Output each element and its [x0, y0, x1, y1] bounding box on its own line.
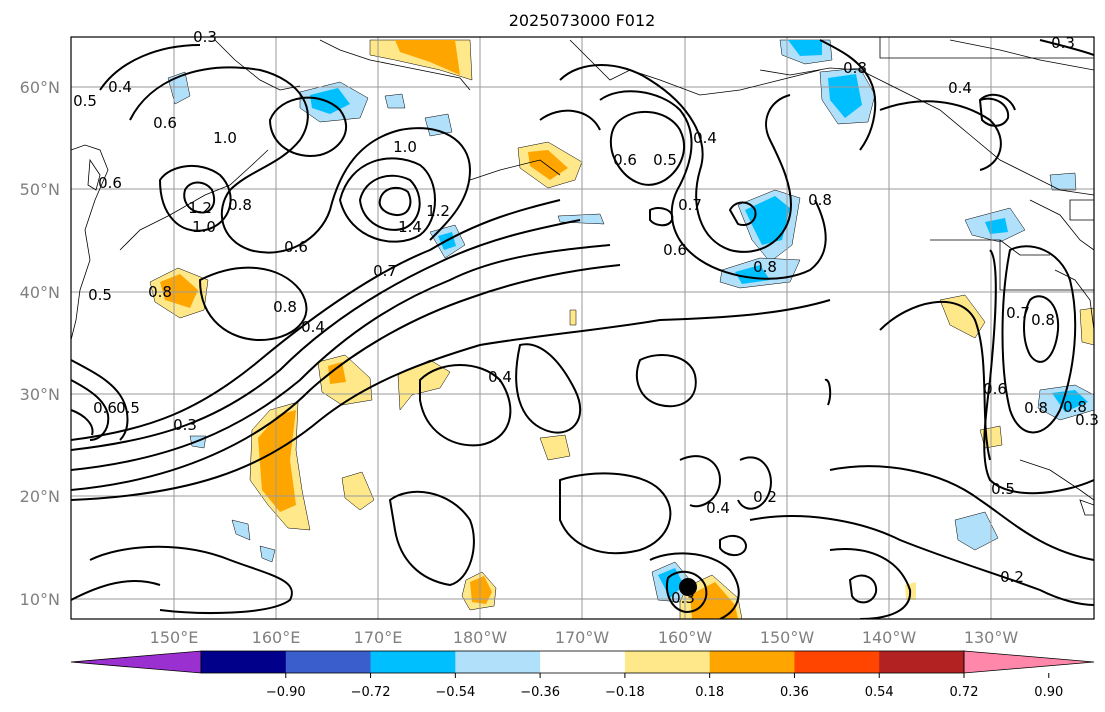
contour-label: 0.5 — [116, 399, 140, 417]
contour-label: 0.6 — [153, 114, 177, 132]
map-frame — [70, 36, 1095, 620]
coastlines — [71, 37, 1094, 516]
colorbar-tick-label: −0.72 — [351, 685, 391, 700]
lon-label: 180°W — [453, 628, 508, 647]
contour-label: 0.4 — [108, 78, 132, 96]
contour-label: 0.3 — [1075, 411, 1099, 429]
contour-label: 0.3 — [193, 28, 217, 46]
lon-label: 140°W — [862, 628, 917, 647]
colorbar-tick-label: 0.54 — [865, 685, 894, 700]
colorbar-segment — [455, 651, 541, 673]
contour-label: 0.8 — [1024, 399, 1048, 417]
colorbar-segment — [285, 651, 372, 673]
contour-label: 0.6 — [93, 399, 117, 417]
colorbar-segment — [370, 651, 456, 673]
colorbar-frame — [200, 650, 965, 674]
lon-label: 170°E — [354, 628, 403, 647]
colorbar-tick-label: 0.72 — [950, 685, 979, 700]
colorbar-extend-low — [70, 650, 202, 674]
colorbar-segment — [879, 651, 965, 673]
shaded-anomaly-fields — [149, 39, 1094, 619]
contour-label: 0.7 — [373, 262, 397, 280]
contour-label: 0.6 — [663, 241, 687, 259]
colorbar-tick-label: 0.18 — [695, 685, 724, 700]
contour-label: 0.3 — [173, 416, 197, 434]
colorbar: −0.90 −0.72 −0.54 −0.36 −0.18 0.18 0.36 0.54 0.7… — [70, 650, 1095, 700]
lat-label: 10°N — [20, 590, 60, 609]
contour-label: 0.5 — [991, 480, 1015, 498]
colorbar-segment — [709, 651, 795, 673]
contour-label: 1.2 — [188, 199, 212, 217]
contour-label: 0.2 — [1000, 568, 1024, 586]
contour-label: 0.7 — [678, 196, 702, 214]
colorbar-tick-label: −0.36 — [520, 685, 560, 700]
storm-center-marker — [679, 578, 697, 596]
contour-label: 0.8 — [228, 196, 252, 214]
colorbar-tick-label: −0.90 — [266, 685, 306, 700]
contour-label: 0.8 — [1063, 398, 1087, 416]
colorbar-tick-label: 0.36 — [780, 685, 809, 700]
contour-label: 0.4 — [706, 499, 730, 517]
contour-label: 0.2 — [753, 488, 777, 506]
lon-label: 160°E — [252, 628, 301, 647]
contour-label: 0.6 — [98, 174, 122, 192]
colorbar-extend-high — [963, 650, 1095, 674]
contour-label: 0.4 — [301, 318, 325, 336]
lon-label: 150°E — [150, 628, 199, 647]
contour-label: 0.4 — [488, 368, 512, 386]
contour-label: 0.7 — [1006, 304, 1030, 322]
contour-label: 0.8 — [273, 298, 297, 316]
contour-labels: 0.30.40.60.51.01.21.00.80.60.81.01.21.40… — [73, 28, 1099, 607]
colorbar-tick-label: −0.18 — [605, 685, 645, 700]
lon-label: 130°W — [964, 628, 1019, 647]
colorbar-tick-label: −0.54 — [435, 685, 475, 700]
contour-label: 0.4 — [693, 129, 717, 147]
colorbar-segment — [624, 651, 711, 673]
colorbar-segment — [201, 651, 287, 673]
lon-label: 160°W — [658, 628, 713, 647]
contour-label: 0.4 — [948, 79, 972, 97]
contour-label: 0.8 — [843, 59, 867, 77]
contour-label: 0.8 — [808, 191, 832, 209]
lat-label: 30°N — [20, 385, 60, 404]
contour-label: 0.5 — [653, 151, 677, 169]
map-gridlines — [71, 37, 1094, 619]
contour-label: 0.5 — [88, 286, 112, 304]
contour-label: 0.6 — [983, 380, 1007, 398]
contour-lines — [71, 39, 1094, 619]
contour-label: 1.0 — [213, 129, 237, 147]
contour-label: 1.0 — [192, 218, 216, 236]
contour-label: 0.6 — [284, 238, 308, 256]
longitude-labels: 150°E 160°E 170°E 180°W 170°W 160°W 150°… — [150, 628, 1019, 647]
contour-label: 1.0 — [393, 138, 417, 156]
contour-label: 0.3 — [671, 589, 695, 607]
contour-label: 0.5 — [73, 92, 97, 110]
colorbar-segment — [794, 651, 880, 673]
lon-label: 170°W — [555, 628, 610, 647]
latitude-labels: 60°N 50°N 40°N 30°N 20°N 10°N — [20, 78, 60, 609]
contour-label: 0.8 — [1031, 311, 1055, 329]
contour-label: 0.3 — [1051, 34, 1075, 52]
lon-label: 150°W — [760, 628, 815, 647]
lat-label: 20°N — [20, 487, 60, 506]
contour-label: 0.8 — [753, 258, 777, 276]
contour-label: 0.8 — [148, 283, 172, 301]
lat-label: 40°N — [20, 283, 60, 302]
contour-label: 1.4 — [398, 218, 422, 236]
map-area — [71, 37, 1094, 619]
colorbar-segment — [540, 651, 626, 673]
colorbar-tick-label: 0.90 — [1034, 685, 1063, 700]
contour-label: 1.2 — [426, 202, 450, 220]
lat-label: 60°N — [20, 78, 60, 97]
contour-label: 0.6 — [613, 151, 637, 169]
lat-label: 50°N — [20, 180, 60, 199]
map-title: 2025073000 F012 — [509, 11, 656, 30]
